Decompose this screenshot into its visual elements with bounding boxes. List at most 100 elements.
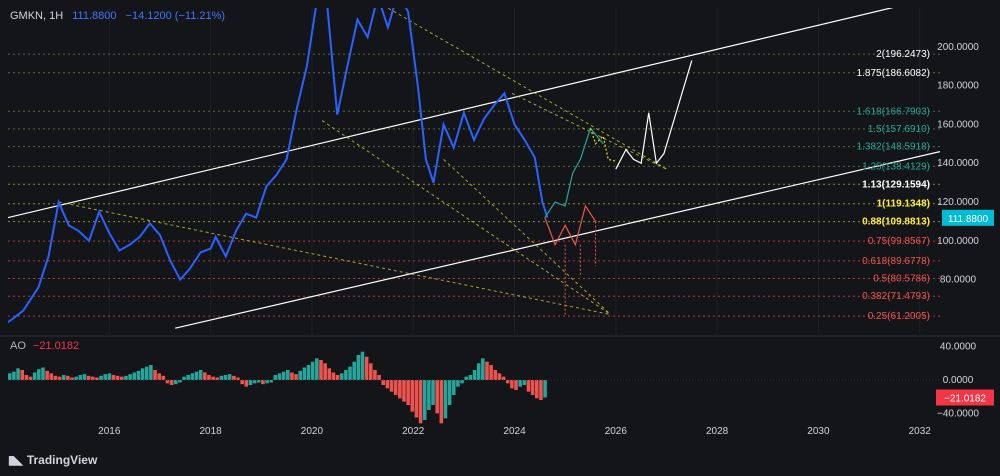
ao-bar [20, 370, 24, 380]
ao-bar [269, 380, 273, 383]
ao-value: −21.0182 [32, 340, 80, 352]
ao-bar [24, 375, 29, 380]
x-tick-2022: 2022 [402, 426, 425, 437]
price-change-label: −14.1200 (−11.21%) [125, 10, 226, 22]
ao-bar [190, 373, 195, 380]
ao-bar [281, 371, 286, 380]
ao-bar [198, 370, 203, 380]
ao-bar [331, 372, 336, 380]
ao-bar [290, 372, 294, 380]
ao-bar [8, 373, 12, 380]
ao-bar [456, 380, 460, 387]
ao-bar [16, 368, 20, 380]
fan-line-3 [386, 8, 667, 170]
x-tick-2030: 2030 [807, 426, 830, 437]
ao-bar [497, 373, 502, 380]
fib-label-0.88: 0.88(109.8813) [862, 217, 930, 228]
footer-bg [0, 444, 1000, 476]
last-price-label: 111.8800 [72, 10, 117, 22]
ao-bar [227, 374, 232, 380]
ao-bar [61, 375, 66, 380]
ao-bar [352, 361, 356, 380]
ao-bar [12, 371, 16, 380]
ao-bar [356, 355, 361, 380]
ao-bar [95, 377, 99, 380]
ao-bar [447, 380, 452, 405]
ao-bar [111, 375, 116, 380]
ao-bar [335, 375, 340, 380]
ao-bar [393, 380, 398, 395]
ao-bar [273, 375, 278, 380]
ao-bar [385, 380, 390, 389]
x-tick-2024: 2024 [503, 426, 526, 437]
ao-bar [514, 380, 518, 390]
fan-line-0 [58, 201, 611, 316]
ao-bar [41, 367, 45, 380]
ao-bar [261, 380, 265, 385]
tradingview-brand[interactable]: ▮◣ TradingView [8, 453, 97, 467]
ao-bar [339, 373, 344, 380]
ao-bar [406, 380, 410, 405]
ao-bar [157, 373, 161, 380]
price-line [8, 8, 549, 324]
ao-bar [526, 380, 531, 392]
ao-last-tag-label: −21.0182 [944, 394, 986, 405]
ao-bar [443, 380, 448, 419]
ao-bar [344, 370, 348, 380]
chart-header: GMKN, 1H 111.8800 −14.1200 (−11.21%) [10, 10, 225, 22]
ao-bar [364, 356, 369, 380]
ao-bar [240, 380, 244, 385]
ao-bar [381, 380, 386, 385]
ao-bar [153, 370, 157, 380]
last-price-tag [942, 209, 994, 226]
ao-bar [468, 375, 473, 380]
ao-bar [57, 376, 62, 380]
ao-name: AO [10, 340, 26, 352]
ao-bar [223, 375, 228, 380]
ao-bar [136, 370, 141, 380]
y-tick-120.0000: 120.0000 [937, 197, 979, 208]
ao-bar [464, 376, 469, 380]
fib-label-2: 2(196.2473) [876, 49, 930, 60]
ao-bar [319, 360, 323, 380]
ao-bar [28, 376, 33, 380]
x-tick-2026: 2026 [605, 426, 628, 437]
y-tick-200.0000: 200.0000 [937, 42, 979, 53]
ao-bar [90, 376, 95, 380]
ao-bar [186, 375, 190, 380]
ao-bar [149, 365, 153, 380]
ao-bar [485, 361, 489, 380]
ao-bar [323, 363, 327, 380]
ao-bar [169, 380, 174, 385]
ao-bar [539, 380, 543, 400]
ao-bar [103, 374, 107, 380]
ao-bar [49, 373, 54, 380]
ao-bar [132, 372, 137, 380]
ao-bar [410, 380, 415, 412]
x-tick-2018: 2018 [199, 426, 222, 437]
ao-tick-40.0000: 40.0000 [940, 342, 977, 353]
ao-bar [178, 380, 182, 383]
ao-bar [236, 377, 240, 380]
ao-bar [66, 375, 70, 380]
projection-path-yellow [589, 128, 616, 162]
ao-bar [489, 365, 493, 380]
ao-bar [244, 380, 249, 387]
ao-bar [32, 372, 37, 380]
ao-bar [115, 375, 120, 380]
ao-bar [389, 380, 394, 392]
ao-bar [493, 370, 498, 380]
ao-bar [165, 380, 170, 384]
ao-bar [306, 365, 311, 380]
ao-bar [99, 375, 103, 380]
ao-bar [481, 358, 485, 380]
ao-bar [302, 367, 307, 380]
ao-last-tag [936, 389, 994, 406]
y-tick-140.0000: 140.0000 [937, 158, 979, 169]
fib-label-1.25: 1.25(138.4129) [862, 161, 930, 172]
ao-bar [431, 380, 435, 405]
ao-bar [414, 380, 419, 418]
ao-bar [298, 370, 303, 380]
ao-bar [86, 375, 91, 380]
